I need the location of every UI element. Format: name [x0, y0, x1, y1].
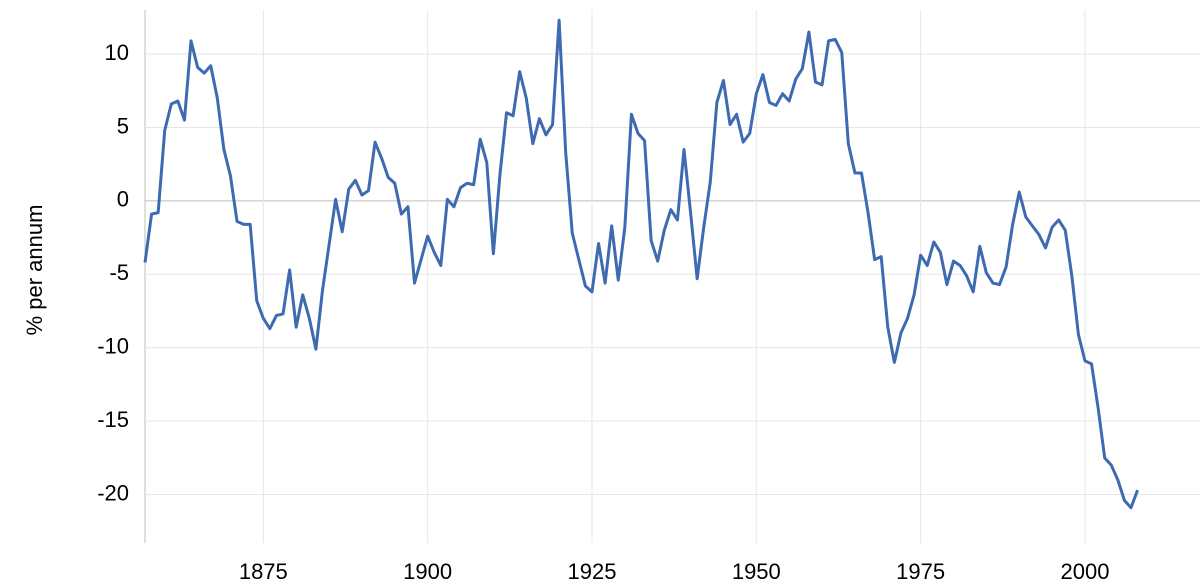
y-tick-label: -10	[97, 334, 129, 359]
y-tick-label: 0	[117, 187, 129, 212]
x-tick-label: 1925	[568, 559, 617, 584]
y-tick-label: -5	[109, 260, 129, 285]
y-tick-label: 10	[105, 40, 129, 65]
x-tick-label: 1900	[403, 559, 452, 584]
y-axis-label: % per annum	[22, 205, 47, 336]
y-tick-label: -20	[97, 480, 129, 505]
x-tick-label: 1875	[239, 559, 288, 584]
y-tick-label: 5	[117, 113, 129, 138]
x-tick-label: 1950	[732, 559, 781, 584]
y-tick-label: -15	[97, 407, 129, 432]
x-tick-label: 2000	[1060, 559, 1109, 584]
x-tick-label: 1975	[896, 559, 945, 584]
data-line	[143, 18, 1139, 510]
